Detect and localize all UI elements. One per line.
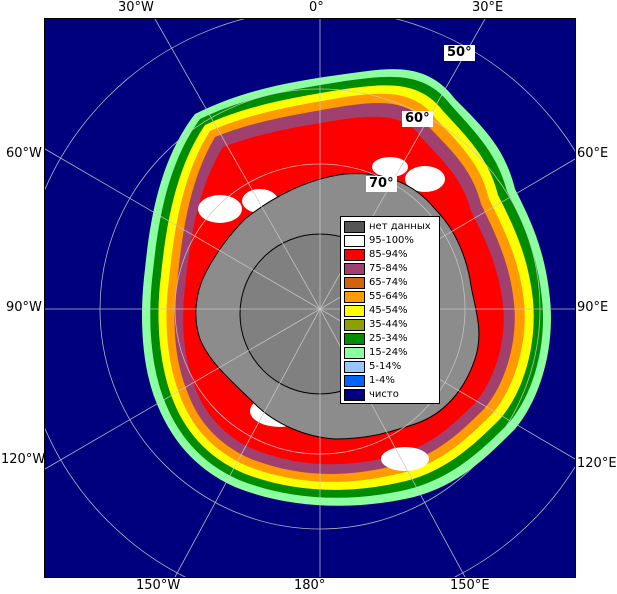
legend-label: 75-84% (369, 263, 408, 274)
lon-label-30w: 30°W (118, 0, 154, 15)
legend-item: 55-64% (344, 290, 408, 303)
lon-label-150w: 150°W (136, 578, 181, 593)
legend-swatch (344, 318, 365, 331)
legend-label: 95-100% (369, 235, 414, 246)
ice-patch-95-100 (198, 195, 242, 223)
lon-label-30e: 30°E (472, 0, 504, 15)
lon-label-150e: 150°E (450, 578, 490, 593)
legend-item: чисто (344, 388, 399, 401)
legend-label: 85-94% (369, 249, 408, 260)
lon-label-60e: 60°E (577, 146, 609, 161)
legend-item: 25-34% (344, 332, 408, 345)
lat-label-50: 50° (444, 45, 475, 61)
lat-label-60: 60° (402, 111, 433, 127)
legend-swatch (344, 220, 365, 233)
legend-swatch (344, 262, 365, 275)
legend-item: 95-100% (344, 234, 414, 247)
legend-item: 1-4% (344, 374, 395, 387)
ice-patch-95-100 (405, 166, 445, 192)
legend-item: 85-94% (344, 248, 408, 261)
legend-label: 25-34% (369, 333, 408, 344)
lon-label-90e: 90°E (577, 300, 609, 315)
legend-item: 15-24% (344, 346, 408, 359)
legend-label: 1-4% (369, 375, 395, 386)
lon-label-0: 0° (309, 0, 324, 15)
legend-swatch (344, 346, 365, 359)
legend-label: 65-74% (369, 277, 408, 288)
legend-item: нет данных (344, 220, 431, 233)
lon-label-180: 180° (294, 578, 326, 593)
legend-swatch (344, 388, 365, 401)
concentration-legend: нет данных 95-100% 85-94% 75-84% 65-74% 55-64… (340, 216, 440, 404)
legend-label: 45-54% (369, 305, 408, 316)
lon-label-120w: 120°W (1, 452, 46, 467)
legend-swatch (344, 304, 365, 317)
legend-label: 55-64% (369, 291, 408, 302)
legend-swatch (344, 332, 365, 345)
legend-item: 65-74% (344, 276, 408, 289)
legend-swatch (344, 360, 365, 373)
legend-label: нет данных (369, 221, 431, 232)
legend-label: 5-14% (369, 361, 402, 372)
legend-swatch (344, 290, 365, 303)
ice-patch-95-100 (372, 157, 408, 177)
lon-label-120e: 120°E (577, 456, 617, 471)
legend-swatch (344, 234, 365, 247)
legend-item: 45-54% (344, 304, 408, 317)
legend-label: чисто (369, 389, 399, 400)
legend-swatch (344, 248, 365, 261)
sea-ice-map (44, 18, 576, 578)
legend-label: 15-24% (369, 347, 408, 358)
polar-stereographic-map (45, 19, 575, 577)
lon-label-90w: 90°W (6, 300, 42, 315)
lat-label-70: 70° (366, 176, 397, 192)
lon-label-60w: 60°W (6, 146, 42, 161)
legend-swatch (344, 374, 365, 387)
ice-patch-95-100 (381, 447, 429, 471)
legend-item: 35-44% (344, 318, 408, 331)
legend-item: 75-84% (344, 262, 408, 275)
legend-swatch (344, 276, 365, 289)
legend-label: 35-44% (369, 319, 408, 330)
legend-item: 5-14% (344, 360, 401, 373)
